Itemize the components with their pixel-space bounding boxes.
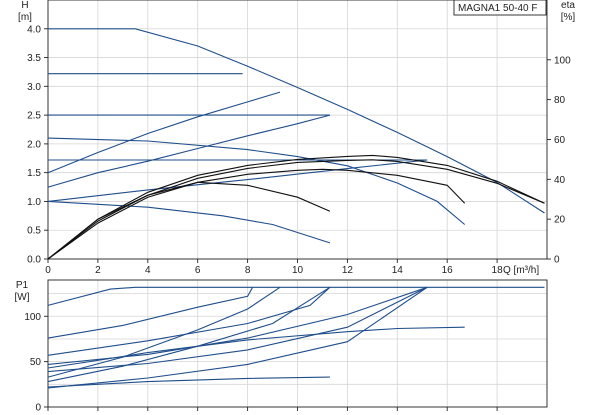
eta-tick-label: 0	[554, 255, 560, 266]
h-tick-label: 2.5	[27, 111, 41, 122]
x-tick-label: 6	[195, 265, 201, 276]
x-axis-label: Q [m³/h]	[503, 265, 539, 276]
p1-tick-label: 100	[24, 312, 41, 323]
efficiency-curves	[47, 154, 545, 260]
h-tick-label: 3.5	[27, 53, 41, 64]
bottom-panel-grid	[47, 280, 548, 408]
head-curve-line	[47, 200, 331, 244]
x-tick-label: 14	[392, 265, 404, 276]
eta-axis-label: eta	[561, 0, 575, 11]
x-tick-label: 18	[492, 265, 504, 276]
x-tick-label: 2	[95, 265, 101, 276]
chart-title: MAGNA1 50-40 F	[458, 3, 537, 14]
x-tick-label: 0	[45, 265, 51, 276]
x-tick-label: 4	[145, 265, 151, 276]
h-tick-label: 0.5	[27, 226, 41, 237]
head-curve-line	[47, 114, 331, 188]
head-curve-line	[47, 137, 466, 225]
power-curve-line	[47, 286, 428, 389]
head-curve-line	[48, 28, 545, 214]
p1-tick-label: 0	[35, 403, 41, 414]
top-panel-grid	[47, 0, 548, 260]
h-axis-unit: [m]	[18, 12, 32, 23]
eta-tick-label: 80	[554, 95, 566, 106]
power-curve-line	[47, 326, 465, 369]
eta-axis-unit: [%]	[561, 12, 576, 23]
efficiency-curve-line	[47, 154, 545, 260]
power-curve-line	[47, 286, 331, 383]
p1-tick-label: 50	[30, 357, 42, 368]
eta-tick-label: 40	[554, 175, 566, 186]
x-tick-label: 12	[342, 265, 354, 276]
power-curves	[47, 286, 545, 389]
p1-axis-unit: [W]	[15, 292, 30, 303]
h-tick-label: 1.0	[27, 197, 41, 208]
power-curve-line	[47, 286, 331, 356]
power-curve-line	[47, 286, 428, 373]
h-tick-label: 3.0	[27, 82, 41, 93]
chart-title-box	[453, 0, 547, 16]
h-tick-label: 0.0	[27, 255, 41, 266]
p1-axis-label: P1	[16, 280, 29, 291]
h-axis-label: H	[21, 0, 28, 11]
head-curve-line	[47, 91, 281, 174]
bottom-panel-axes: 0 50 100	[24, 312, 498, 414]
efficiency-curve-line	[47, 168, 466, 260]
x-tick-label: 10	[292, 265, 304, 276]
x-tick-label: 16	[442, 265, 454, 276]
h-tick-label: 1.5	[27, 168, 41, 179]
head-curve-line	[47, 159, 428, 202]
power-curve-line	[47, 376, 330, 388]
h-tick-label: 4.0	[27, 24, 41, 35]
top-panel-axes: 0 2 4 6 8 10 12 14 16 18 0.0 0.5 1.0 1.5 2.0 2.5 3.0 3.5 4…	[27, 24, 571, 276]
power-curve-line	[47, 286, 281, 378]
power-curve-line	[47, 287, 254, 339]
h-tick-label: 2.0	[27, 139, 41, 150]
efficiency-curve-line	[47, 181, 331, 260]
eta-tick-label: 100	[554, 55, 571, 66]
x-tick-label: 8	[245, 265, 251, 276]
eta-tick-label: 20	[554, 215, 566, 226]
power-curve-line	[47, 286, 545, 306]
eta-tick-label: 60	[554, 135, 566, 146]
